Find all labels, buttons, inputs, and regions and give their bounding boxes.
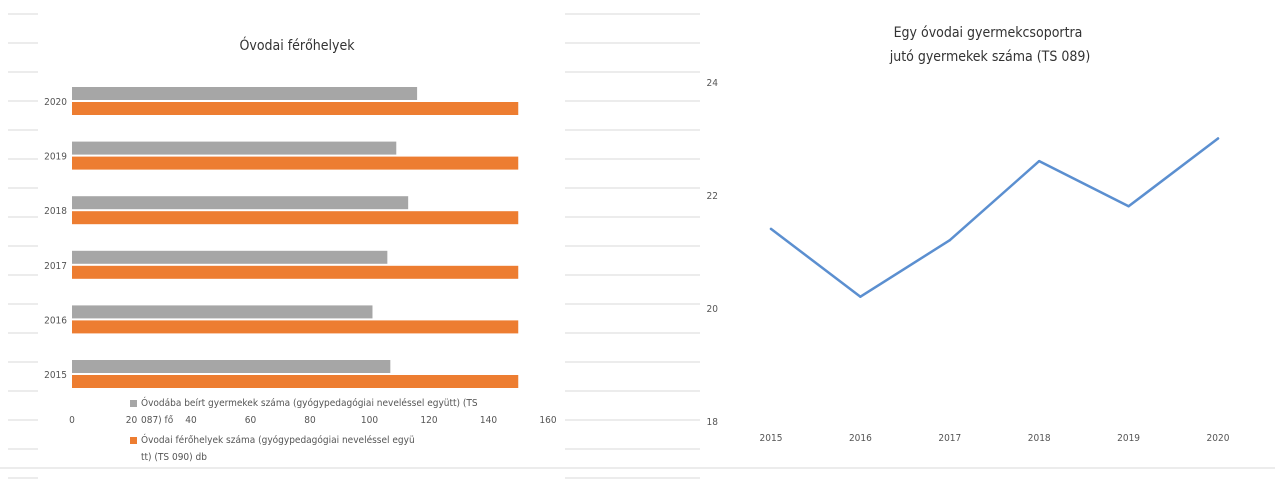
legend-label-line: Óvodába beírt gyermekek száma (gyógypeda… (141, 396, 478, 409)
x-tick-label: 0 (69, 415, 75, 426)
line-chart-title: Egy óvodai gyermekcsoportra jutó gyermek… (889, 25, 1091, 65)
line-point-2017 (948, 239, 951, 242)
y-tick-label-2016: 2016 (44, 315, 67, 326)
x-tick-label: 100 (361, 415, 378, 426)
bar-chart-title: Óvodai férőhelyek (239, 36, 355, 54)
y-tick-label-18: 18 (707, 417, 719, 428)
bar-capacity-2015 (72, 375, 519, 388)
legend-swatch-enrolled (130, 400, 137, 407)
line-point-2019 (1127, 205, 1130, 208)
bar-enrolled-2018 (72, 196, 409, 210)
x-tick-label-2017: 2017 (938, 433, 961, 444)
x-tick-label: 20 (126, 415, 138, 426)
line-chart-title-line-2: jutó gyermekek száma (TS 089) (889, 49, 1091, 65)
line-point-2018 (1038, 159, 1041, 163)
y-tick-label-2018: 2018 (44, 206, 67, 217)
x-tick-label-2016: 2016 (849, 433, 872, 444)
spreadsheet-gridlines (0, 13, 1275, 479)
legend-label-capacity: Óvodai férőhelyek száma (gyógypedagógiai… (141, 433, 415, 463)
line-point-2015 (769, 227, 773, 231)
x-tick-label-2019: 2019 (1117, 433, 1140, 444)
y-tick-label-22: 22 (707, 191, 718, 202)
x-tick-label-2020: 2020 (1207, 433, 1230, 444)
bar-chart-plot: 2015 2016 2017 2018 2019 2020 0 20 40 60 80 100 120 1… (44, 87, 557, 426)
y-tick-label-2019: 2019 (44, 152, 67, 163)
x-tick-label: 60 (245, 415, 257, 426)
legend-label-line: Óvodai férőhelyek száma (gyógypedagógiai… (141, 433, 415, 446)
bar-capacity-2020 (72, 102, 519, 115)
bar-capacity-2019 (72, 156, 519, 170)
y-tick-label-20: 20 (707, 304, 719, 315)
x-tick-label-2015: 2015 (760, 433, 783, 444)
bar-chart-legend: Óvodába beírt gyermekek száma (gyógypeda… (130, 396, 478, 463)
line-series (769, 137, 1220, 298)
line-point-2016 (859, 295, 862, 298)
legend-label-line: tt) (TS 090) db (141, 452, 207, 463)
legend-label-enrolled: Óvodába beírt gyermekek száma (gyógypeda… (141, 396, 478, 426)
x-tick-label: 80 (304, 415, 316, 426)
bar-enrolled-2017 (72, 250, 388, 264)
bar-capacity-2018 (72, 211, 519, 225)
y-tick-label-2015: 2015 (44, 370, 67, 381)
bar-capacity-2016 (72, 320, 519, 334)
legend-label-line: 087) fő (141, 414, 174, 426)
bar-enrolled-2019 (72, 141, 397, 155)
x-tick-label: 160 (539, 415, 556, 426)
line-chart-title-line-1: Egy óvodai gyermekcsoportra (894, 25, 1083, 41)
x-tick-label: 120 (420, 415, 437, 426)
bar-chart: Óvodai férőhelyek 2015201620172018201920… (44, 36, 557, 463)
y-tick-label-24: 24 (707, 78, 719, 89)
line-chart-plot: 18 20 22 24 2015 2016 2017 2018 2019 2020 (707, 78, 1230, 444)
legend-swatch-capacity (130, 437, 137, 444)
y-tick-label-2017: 2017 (44, 261, 67, 272)
x-tick-label-2018: 2018 (1028, 433, 1051, 444)
bar-enrolled-2016 (72, 305, 373, 319)
bar-capacity-2017 (72, 265, 519, 279)
line-point-2020 (1216, 137, 1220, 140)
x-tick-label: 140 (480, 415, 497, 426)
line-chart: Egy óvodai gyermekcsoportra jutó gyermek… (707, 25, 1230, 444)
y-tick-label-2020: 2020 (44, 97, 67, 108)
bar-enrolled-2015 (72, 360, 391, 373)
x-tick-label: 40 (185, 415, 197, 426)
bar-enrolled-2020 (72, 87, 418, 100)
